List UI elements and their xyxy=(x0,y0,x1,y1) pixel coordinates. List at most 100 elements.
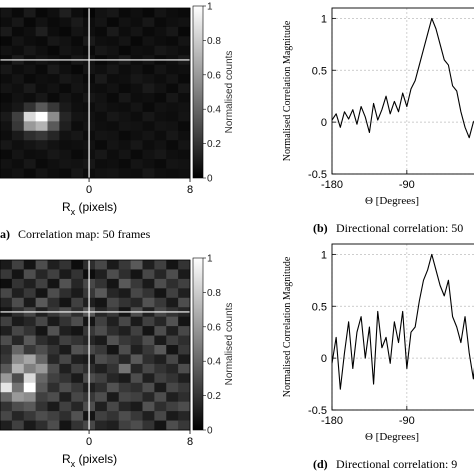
y-tick-label: -0.5 xyxy=(308,405,327,417)
heatmap-cell xyxy=(130,130,143,141)
heatmap-cell xyxy=(106,373,120,384)
heatmap-cell xyxy=(154,373,167,384)
heatmap-cell xyxy=(166,278,179,289)
heatmap-cell xyxy=(11,373,25,384)
heatmap-cell xyxy=(59,288,72,299)
heatmap-cell xyxy=(95,45,108,56)
heatmap-cell xyxy=(0,83,13,94)
heatmap-cell xyxy=(142,269,155,280)
heatmap-cell xyxy=(166,335,179,346)
heatmap-cell xyxy=(35,345,48,355)
heatmap-cell xyxy=(154,382,167,393)
heatmap-cell xyxy=(11,36,25,47)
heatmap-cell xyxy=(47,74,60,84)
heatmap-cell xyxy=(59,392,72,403)
heatmap-cell xyxy=(71,159,84,169)
heatmap-cell xyxy=(35,130,48,141)
heatmap-cell xyxy=(47,83,60,94)
heatmap-cell xyxy=(35,260,48,270)
heatmap-cell xyxy=(0,26,13,37)
heatmap-cell xyxy=(142,354,155,365)
heatmap-cell xyxy=(35,373,48,384)
caption-letter: (a) xyxy=(0,227,10,241)
heatmap-cell xyxy=(178,93,191,103)
heatmap-cell xyxy=(130,64,143,75)
heatmap-cell xyxy=(0,316,13,327)
heatmap-cell xyxy=(35,288,48,299)
x-axis-label: Θ [Degrees] xyxy=(365,431,419,443)
y-tick-label: 0 xyxy=(321,353,327,365)
heatmap-cell xyxy=(35,45,48,56)
heatmap-cell xyxy=(71,335,84,346)
heatmap-cell xyxy=(166,326,179,336)
heatmap-cell xyxy=(47,121,60,132)
heatmap-cell xyxy=(166,168,179,179)
heatmap-cell xyxy=(23,420,37,431)
plot-frame xyxy=(331,7,474,175)
heatmap-cell xyxy=(106,345,120,355)
heatmap-cell xyxy=(130,382,143,393)
heatmap-cell xyxy=(11,392,25,403)
heatmap-cell xyxy=(23,45,37,56)
heatmap-cell xyxy=(118,64,132,75)
plot-frame xyxy=(331,243,474,411)
heatmap-cell xyxy=(154,93,167,103)
heatmap-cell xyxy=(11,26,25,37)
heatmap-cell xyxy=(178,278,191,289)
heatmap-cell xyxy=(106,102,120,113)
heatmap-cell xyxy=(11,130,25,141)
heatmap-cell xyxy=(59,420,72,431)
heatmap-cell xyxy=(95,401,108,412)
heatmap-cell xyxy=(130,297,143,308)
heatmap-cell xyxy=(106,45,120,56)
heatmap-cell xyxy=(106,74,120,84)
heatmap-cell xyxy=(11,74,25,84)
heatmap-cell xyxy=(166,373,179,384)
heatmap-cell xyxy=(35,278,48,289)
heatmap-cell xyxy=(154,316,167,327)
heatmap-cell xyxy=(166,316,179,327)
heatmap-cell xyxy=(47,168,60,179)
heatmap-cell xyxy=(118,74,132,84)
series-line xyxy=(331,253,474,390)
heatmap-cell xyxy=(23,392,37,403)
heatmap-cell xyxy=(0,140,13,151)
heatmap-cell xyxy=(130,335,143,346)
heatmap-cell xyxy=(47,401,60,412)
heatmap-cell xyxy=(178,45,191,56)
heatmap-cell xyxy=(130,354,143,365)
heatmap-cell xyxy=(106,278,120,289)
heatmap-cell xyxy=(154,83,167,94)
heatmap-cell xyxy=(154,278,167,289)
heatmap-cell xyxy=(178,269,191,280)
heatmap-cell xyxy=(166,26,179,37)
heatmap-cell xyxy=(23,345,37,355)
heatmap-cell xyxy=(71,121,84,132)
heatmap-cell xyxy=(59,335,72,346)
heatmap-cell xyxy=(23,269,37,280)
heatmap-cell xyxy=(166,288,179,299)
heatmap-cell xyxy=(106,411,120,421)
heatmap-cell xyxy=(35,74,48,84)
heatmap-cell xyxy=(142,288,155,299)
heatmap-cell xyxy=(35,354,48,365)
heatmap-cell xyxy=(166,121,179,132)
heatmap-cell xyxy=(35,149,48,160)
heatmap-cell xyxy=(11,159,25,169)
heatmap-cell xyxy=(118,297,132,308)
x-tick-label: 8 xyxy=(187,436,193,448)
heatmap-cell xyxy=(142,130,155,141)
heatmap-cell xyxy=(71,36,84,47)
heatmap-cell xyxy=(130,278,143,289)
heatmap-cell xyxy=(118,17,132,28)
heatmap-cell xyxy=(130,93,143,103)
heatmap-cell xyxy=(59,83,72,94)
heatmap-cell xyxy=(11,8,25,18)
heatmap-cell xyxy=(47,8,60,18)
heatmap-cell xyxy=(142,278,155,289)
heatmap-cell xyxy=(118,316,132,327)
heatmap-cell xyxy=(59,140,72,151)
heatmap-cell xyxy=(178,130,191,141)
heatmap-cell xyxy=(95,64,108,75)
heatmap-cell xyxy=(142,140,155,151)
